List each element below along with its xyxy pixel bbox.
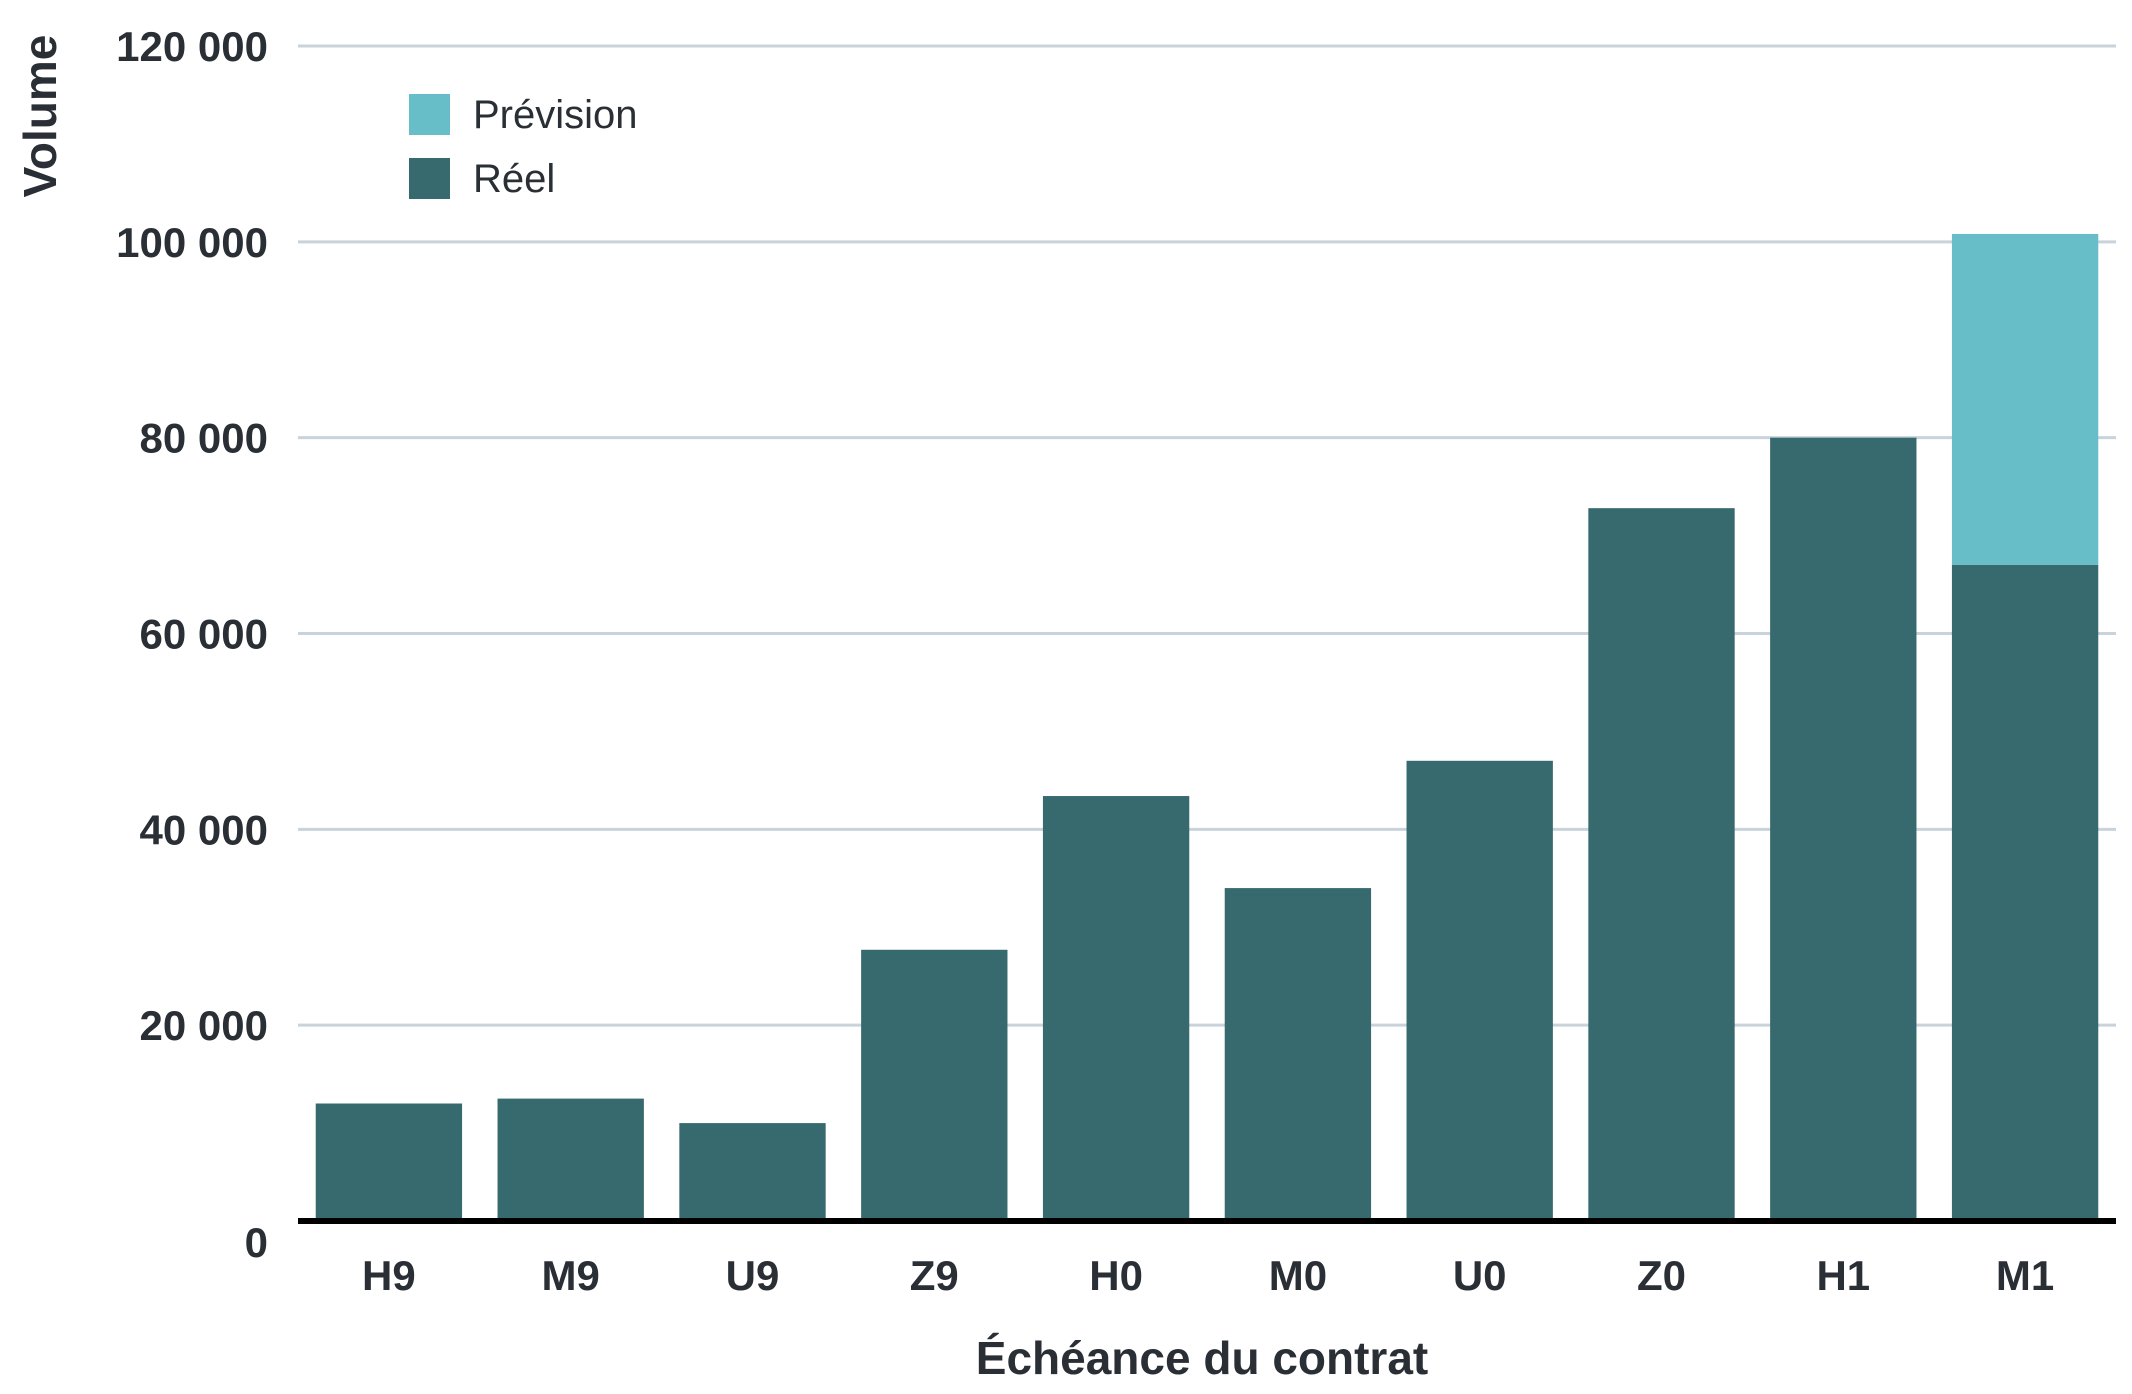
x-tick-label: Z0 xyxy=(1637,1252,1686,1299)
x-tick-label: M0 xyxy=(1269,1252,1327,1299)
y-tick-label: 0 xyxy=(245,1219,268,1266)
bar-H0-Réel xyxy=(1042,796,1190,1221)
y-axis-title: Volume xyxy=(14,35,66,198)
x-tick-labels: H9 M9 U9 Z9 H0 M0 U0 Z0 H1 M1 xyxy=(362,1252,2054,1299)
legend-label: Réel xyxy=(473,157,555,201)
bar-H1-Réel xyxy=(1770,437,1917,1222)
x-tick-label: H9 xyxy=(362,1252,416,1299)
x-axis-title: Échéance du contrat xyxy=(976,1332,1428,1384)
bar-U0-Réel xyxy=(1406,760,1553,1221)
bar-Z0-Réel xyxy=(1588,508,1735,1222)
legend: Prévision Réel xyxy=(409,93,638,201)
bar-M1-Prévision xyxy=(1951,234,2099,565)
x-tick-label: H1 xyxy=(1816,1252,1870,1299)
y-tick-label: 100 000 xyxy=(116,219,268,266)
y-tick-label: 20 000 xyxy=(140,1002,268,1049)
legend-swatch xyxy=(409,158,450,199)
bar-M1-Réel xyxy=(1951,564,2099,1221)
x-tick-label: M1 xyxy=(1996,1252,2054,1299)
y-tick-label: 60 000 xyxy=(140,611,268,658)
bars xyxy=(315,234,2099,1222)
y-tick-label: 120 000 xyxy=(116,23,268,70)
x-tick-label: U0 xyxy=(1453,1252,1507,1299)
legend-swatch xyxy=(409,94,450,135)
x-tick-label: M9 xyxy=(542,1252,600,1299)
bar-M0-Réel xyxy=(1224,888,1372,1221)
x-tick-label: H0 xyxy=(1089,1252,1143,1299)
bar-Z9-Réel xyxy=(861,949,1008,1221)
bar-U9-Réel xyxy=(679,1123,826,1221)
x-tick-label: U9 xyxy=(726,1252,780,1299)
bar-M9-Réel xyxy=(497,1098,644,1221)
legend-label: Prévision xyxy=(473,93,638,137)
x-tick-label: Z9 xyxy=(910,1252,959,1299)
y-tick-label: 80 000 xyxy=(140,415,268,462)
bar-H9-Réel xyxy=(315,1103,463,1221)
y-tick-labels: 0 20 000 40 000 60 000 80 000 100 000 120 000 xyxy=(116,23,268,1266)
y-tick-label: 40 000 xyxy=(140,806,268,853)
